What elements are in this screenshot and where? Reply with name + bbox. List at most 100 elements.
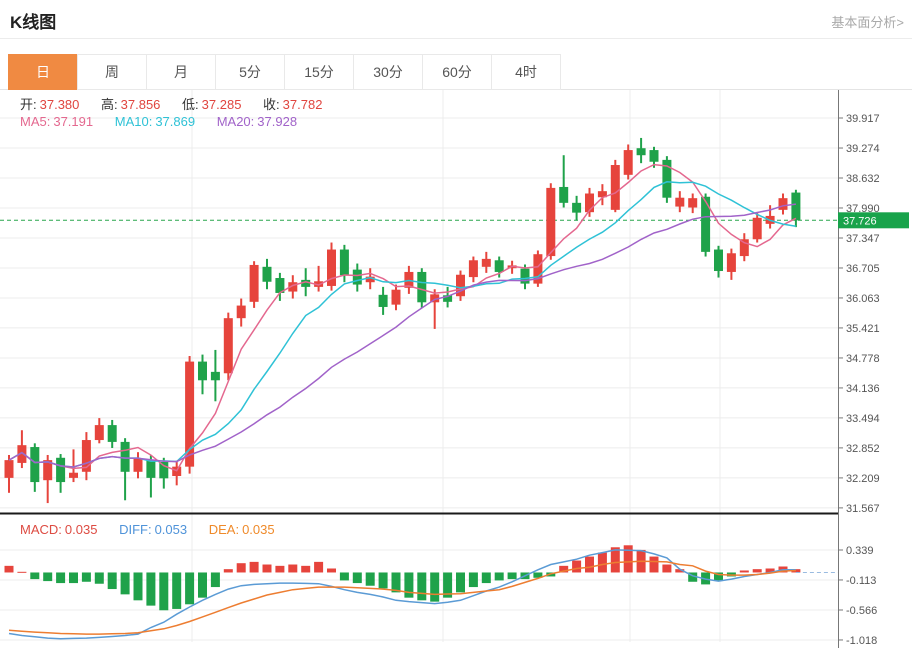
macd-bar	[688, 572, 698, 582]
candle	[623, 150, 633, 175]
candle	[443, 295, 453, 302]
period-tabs: 日 周 月 5分 15分 30分 60分 4时	[8, 54, 561, 90]
candle	[185, 361, 195, 467]
candle	[610, 165, 620, 210]
period-tabbar: 日 周 月 5分 15分 30分 60分 4时	[0, 54, 912, 90]
tab-15min[interactable]: 15分	[284, 54, 354, 90]
price-tick-label: 31.567	[846, 503, 880, 515]
candle	[159, 461, 169, 479]
candle	[481, 258, 491, 267]
candle	[636, 148, 646, 156]
macd-bar	[752, 569, 762, 573]
candle	[649, 150, 659, 162]
macd-bar	[43, 572, 53, 582]
candle	[94, 425, 104, 441]
candle	[572, 202, 582, 213]
candle	[223, 318, 233, 374]
ma20-label: MA20:	[216, 114, 255, 129]
candle	[120, 441, 130, 472]
macd-bar	[146, 572, 156, 606]
candle	[56, 457, 66, 483]
dea-label: DEA:	[208, 522, 240, 537]
tab-30min[interactable]: 30分	[353, 54, 423, 90]
price-tick-label: 35.421	[846, 323, 880, 335]
macd-bar	[378, 572, 388, 589]
macd-bar	[159, 572, 169, 611]
macd-tick-label: -0.566	[846, 605, 877, 617]
tab-daily[interactable]: 日	[8, 54, 78, 90]
candle	[352, 269, 362, 285]
candle	[675, 197, 685, 207]
macd-bar	[314, 561, 324, 573]
macd-bar	[56, 572, 66, 584]
candle	[327, 249, 336, 286]
macd-bar	[352, 572, 362, 584]
macd-tick-label: -0.113	[846, 575, 876, 587]
price-tick-label: 34.778	[846, 353, 880, 365]
candle	[30, 447, 40, 483]
tab-60min[interactable]: 60分	[422, 54, 492, 90]
candle	[559, 186, 569, 203]
close-label: 收:	[263, 97, 280, 112]
candle	[391, 289, 401, 305]
candle	[4, 460, 14, 478]
macd-bar	[649, 556, 659, 573]
high-label: 高:	[101, 97, 118, 112]
macd-tick-label: 0.339	[846, 545, 874, 557]
price-tick-label: 34.136	[846, 383, 880, 395]
candle	[288, 282, 298, 292]
tab-weekly[interactable]: 周	[77, 54, 147, 90]
price-tick-label: 39.274	[846, 143, 880, 155]
macd-legend: MACD: 0.035 DIFF: 0.053 DEA: 0.035	[20, 522, 278, 537]
macd-bar	[249, 561, 259, 573]
macd-bar	[507, 572, 517, 580]
macd-bar	[533, 572, 543, 578]
current-price-value: 37.726	[843, 215, 877, 227]
ma5-line	[8, 163, 797, 472]
macd-bar	[585, 556, 594, 573]
macd-bar	[236, 563, 246, 573]
macd-bar	[210, 572, 220, 588]
tab-4hour[interactable]: 4时	[491, 54, 561, 90]
price-tick-label: 32.209	[846, 473, 880, 485]
fundamental-analysis-link[interactable]: 基本面分析>	[831, 15, 904, 30]
macd-bar	[301, 565, 311, 573]
macd-bar	[714, 572, 723, 581]
candle	[365, 276, 375, 283]
kline-chart[interactable]: 39.917 39.274 38.632 37.990 37.347 36.705 36.0…	[0, 90, 912, 648]
price-tick-label: 39.917	[846, 113, 880, 125]
ma10-label: MA10:	[114, 114, 153, 129]
macd-value: 0.035	[64, 522, 98, 537]
macd-bar	[468, 572, 478, 588]
macd-bar	[675, 569, 685, 573]
macd-bar	[430, 572, 440, 602]
candle	[662, 159, 672, 198]
tab-5min[interactable]: 5分	[215, 54, 285, 90]
dea-line	[8, 560, 796, 635]
candle	[236, 305, 246, 319]
tab-monthly[interactable]: 月	[146, 54, 216, 90]
candle	[791, 192, 801, 221]
macd-bar	[30, 572, 40, 580]
candle	[314, 281, 324, 287]
ohlc-legend: 开: 37.380 高: 37.856 低: 37.285 收: 37.782	[20, 94, 325, 113]
candle	[275, 278, 285, 293]
chart-area: 39.917 39.274 38.632 37.990 37.347 36.705 36.0…	[0, 90, 912, 648]
diff-label: DIFF:	[119, 522, 152, 537]
candle	[210, 371, 220, 381]
price-tick-label: 37.347	[846, 233, 880, 245]
candle	[301, 279, 311, 287]
price-axis: 39.917 39.274 38.632 37.990 37.347 36.705 36.0…	[838, 90, 909, 648]
macd-bar	[597, 552, 607, 573]
macd-bar	[223, 569, 233, 573]
macd-bar	[404, 572, 414, 598]
macd-bar	[572, 560, 582, 573]
price-tick-label: 36.705	[846, 263, 880, 275]
low-value: 37.285	[201, 97, 242, 112]
candle	[43, 460, 53, 481]
candle	[133, 458, 143, 472]
candle	[249, 264, 259, 302]
candle	[739, 239, 749, 257]
macd-label: MACD:	[20, 522, 62, 537]
